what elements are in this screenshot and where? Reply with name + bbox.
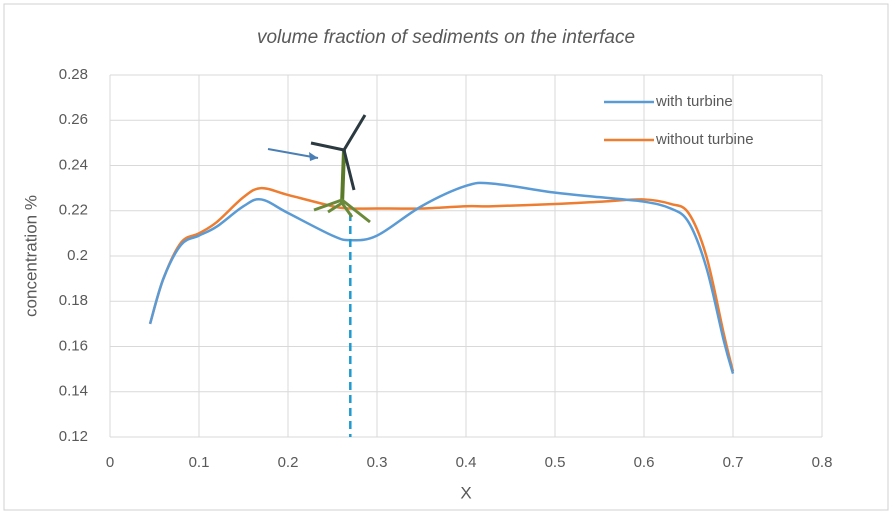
y-tick-label: 0.14	[59, 383, 88, 400]
x-tick-label: 0.3	[367, 454, 388, 471]
x-tick-label: 0.6	[634, 454, 655, 471]
y-tick-label: 0.26	[59, 111, 88, 128]
turbine-blades	[310, 114, 367, 191]
y-tick-label: 0.2	[67, 247, 88, 264]
x-tick-label: 0	[106, 454, 114, 471]
chart-frame	[3, 3, 889, 511]
x-tick-label: 0.7	[723, 454, 744, 471]
series-line	[148, 186, 735, 372]
x-tick-label: 0.8	[812, 454, 833, 471]
x-tick-label: 0.2	[278, 454, 299, 471]
series-line	[148, 181, 735, 374]
turbine-base	[313, 198, 371, 224]
x-tick-label: 0.4	[456, 454, 477, 471]
y-axis-label: concentration %	[21, 195, 40, 317]
y-tick-label: 0.12	[59, 428, 88, 445]
y-tick-label: 0.18	[59, 292, 88, 309]
plot-area: 0.12 0.14 0.16 0.18 0.2 0.22 0.24 0.26 0.28 0 0.1 0…	[59, 66, 833, 471]
legend-label: with turbine	[655, 93, 733, 110]
chart-title: volume fraction of sediments on the inte…	[257, 27, 635, 48]
arrow-head	[309, 152, 318, 161]
legend-label: without turbine	[655, 131, 754, 148]
turbine-icon	[267, 114, 371, 224]
y-tick-label: 0.28	[59, 66, 88, 83]
x-tick-label: 0.1	[189, 454, 210, 471]
y-tick-label: 0.24	[59, 156, 88, 173]
y-tick-label: 0.16	[59, 337, 88, 354]
y-tick-label: 0.22	[59, 202, 88, 219]
x-axis-label: X	[460, 483, 471, 502]
x-tick-label: 0.5	[545, 454, 566, 471]
turbine-tower	[340, 149, 346, 206]
